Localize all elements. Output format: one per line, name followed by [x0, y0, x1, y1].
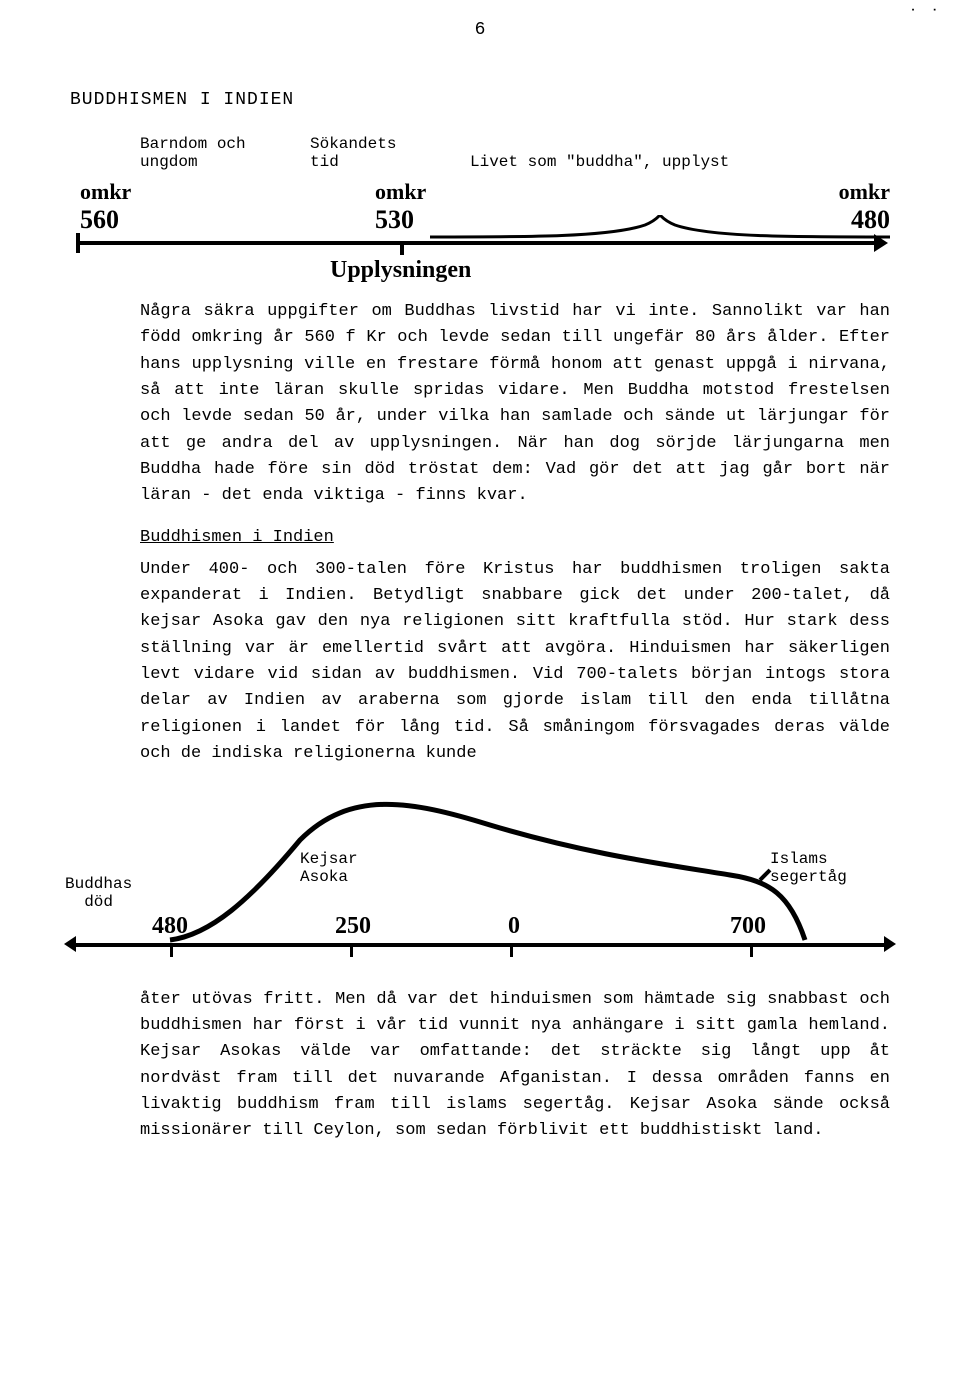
year2-250: 250	[335, 913, 371, 940]
phase-barndom-l2: ungdom	[140, 153, 280, 171]
paragraph-3: åter utövas fritt. Men då var det hindui…	[140, 987, 890, 1145]
timeline-life: omkr 560 omkr 530 omkr 480 Upplysningen	[70, 179, 890, 299]
timeline1-tick	[400, 241, 404, 255]
omkr-3: omkr	[839, 179, 890, 205]
omkr-2: omkr	[375, 179, 426, 205]
omkr-1: omkr	[80, 179, 131, 205]
timeline-expansion: Buddhas död Kejsar Asoka Islams segertåg…	[70, 785, 890, 975]
paragraph-1: Några säkra uppgifter om Buddhas livstid…	[140, 299, 890, 510]
subheading: Buddhismen i Indien	[140, 528, 890, 547]
timeline1-axis	[80, 241, 880, 245]
phase-labels: Barndom och ungdom Sökandets tid Livet s…	[140, 135, 890, 171]
phase-sokandets: Sökandets tid	[310, 135, 440, 171]
tl2-axis	[70, 943, 890, 947]
phase-buddha: Livet som "buddha", upplyst	[470, 135, 890, 171]
page: ˙ ˙ 6 BUDDHISMEN I INDIEN Barndom och un…	[0, 0, 960, 1376]
year-530: 530	[375, 205, 414, 235]
page-number: 6	[475, 20, 486, 40]
timeline1-arrow-right-icon	[874, 234, 888, 252]
tl2-arrow-right-icon	[884, 936, 896, 952]
year2-700: 700	[730, 913, 766, 940]
year2-0: 0	[508, 913, 520, 940]
phase-sokandets-l1: Sökandets	[310, 135, 440, 153]
corner-marks: ˙ ˙	[908, 8, 940, 28]
tl2-tick-2	[350, 943, 353, 957]
upplysningen-label: Upplysningen	[330, 257, 471, 284]
tl2-tick-3	[510, 943, 513, 957]
tl2-tick-1	[170, 943, 173, 957]
year2-480: 480	[152, 913, 188, 940]
paragraph-2: Under 400- och 300-talen före Kristus ha…	[140, 557, 890, 768]
phase-sokandets-l2: tid	[310, 153, 440, 171]
main-title: BUDDHISMEN I INDIEN	[70, 90, 890, 110]
phase-barndom-l1: Barndom och	[140, 135, 280, 153]
year-560: 560	[80, 205, 119, 235]
phase-barndom: Barndom och ungdom	[140, 135, 280, 171]
tl2-tick-4	[750, 943, 753, 957]
expansion-curve	[70, 785, 890, 955]
